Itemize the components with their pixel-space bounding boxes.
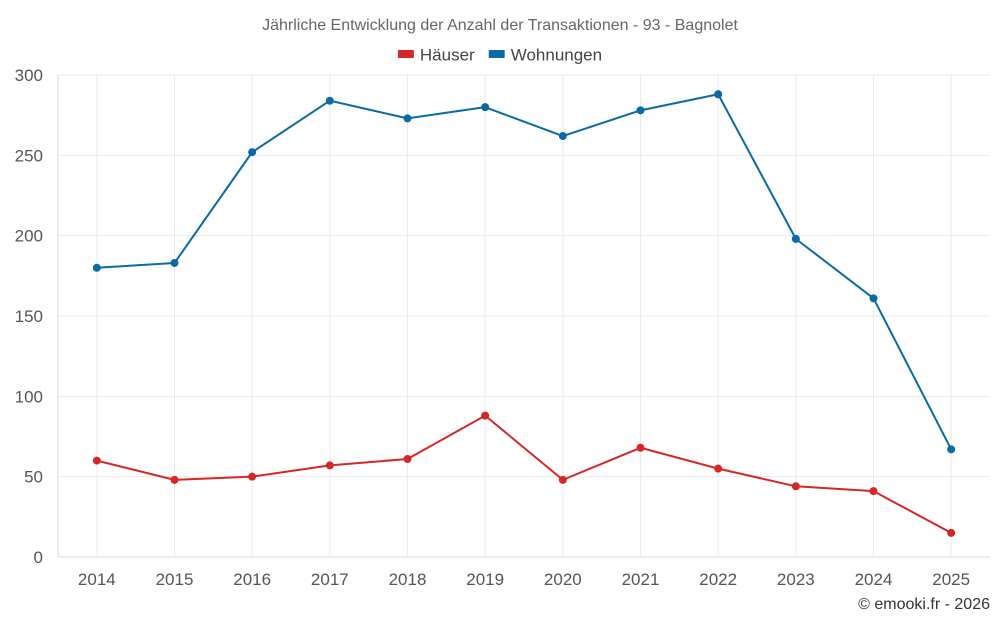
y-tick-label: 300 [15, 66, 43, 85]
x-tick-label: 2019 [466, 570, 504, 589]
x-tick-label: 2022 [699, 570, 737, 589]
x-tick-label: 2017 [311, 570, 349, 589]
legend-item[interactable]: Häuser [397, 45, 475, 64]
y-tick-label: 50 [24, 468, 43, 487]
legend-swatch [488, 50, 505, 58]
credit-text: © emooki.fr - 2026 [858, 596, 990, 613]
data-point [869, 294, 878, 303]
x-tick-label: 2014 [78, 570, 116, 589]
data-point [947, 528, 956, 537]
legend-label: Wohnungen [511, 45, 602, 64]
legend-item[interactable]: Wohnungen [488, 45, 602, 64]
data-point [481, 103, 490, 112]
x-tick-label: 2015 [156, 570, 194, 589]
x-tick-label: 2020 [544, 570, 582, 589]
data-point [170, 475, 179, 484]
grid-lines [57, 74, 990, 558]
x-tick-label: 2016 [233, 570, 271, 589]
data-point [170, 258, 179, 267]
x-tick-label: 2018 [389, 570, 427, 589]
data-point [92, 263, 101, 272]
legend: Häuser Wohnungen [397, 45, 602, 64]
x-tick-label: 2024 [855, 570, 893, 589]
y-tick-label: 250 [15, 146, 43, 165]
data-point [325, 461, 334, 470]
data-point [248, 148, 257, 157]
data-point [869, 487, 878, 496]
data-point [325, 96, 334, 105]
y-axis-ticks: 0 50 100 150 200 250 300 [15, 66, 43, 567]
data-point [636, 106, 645, 115]
series-line-0 [96, 414, 952, 534]
data-point [481, 411, 490, 420]
legend-label: Häuser [420, 45, 475, 64]
data-point [92, 456, 101, 465]
data-point [714, 90, 723, 99]
y-tick-label: 100 [15, 387, 43, 406]
data-point [403, 114, 412, 123]
chart-title: Jährliche Entwicklung der Anzahl der Tra… [262, 17, 738, 34]
series-layer [92, 90, 956, 537]
data-point [558, 475, 567, 484]
series-line-1 [96, 93, 953, 450]
y-tick-label: 200 [15, 227, 43, 246]
data-point [636, 443, 645, 452]
data-point [558, 132, 567, 141]
data-point [791, 482, 800, 491]
data-point [248, 472, 257, 481]
x-tick-label: 2025 [932, 570, 970, 589]
y-tick-label: 0 [34, 548, 43, 567]
data-point [403, 454, 412, 463]
data-point [791, 234, 800, 243]
data-point [714, 464, 723, 473]
legend-swatch [397, 50, 414, 58]
x-tick-label: 2023 [777, 570, 815, 589]
x-tick-label: 2021 [622, 570, 660, 589]
y-tick-label: 150 [15, 307, 43, 326]
x-axis-ticks: 2014 2015 2016 2017 2018 2019 2020 2021 2022 2023… [78, 570, 970, 589]
data-point [947, 445, 956, 454]
